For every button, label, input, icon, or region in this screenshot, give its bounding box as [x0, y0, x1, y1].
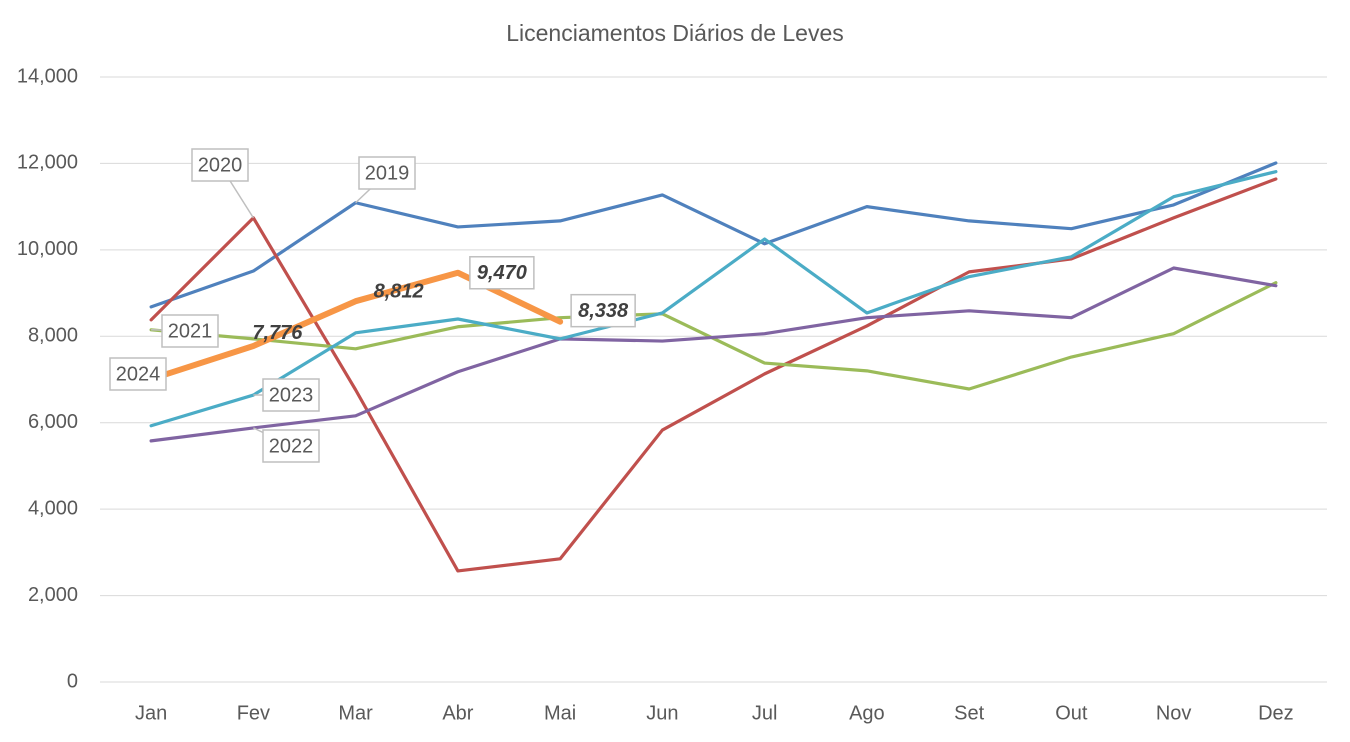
chart-title: Licenciamentos Diários de Leves	[506, 20, 844, 46]
x-tick-label: Abr	[442, 702, 473, 724]
x-tick-label: Nov	[1156, 702, 1192, 724]
data-label: 8,338	[578, 300, 629, 322]
callout-box	[358, 156, 416, 190]
x-tick-label: Mar	[338, 702, 373, 724]
series-line	[149, 170, 1278, 428]
x-tick-label: Ago	[849, 702, 885, 724]
data-label-box	[469, 256, 535, 290]
y-tick-label: 8,000	[28, 325, 78, 347]
y-tick-label: 12,000	[17, 152, 78, 174]
x-tick-label: Set	[954, 702, 984, 724]
y-tick-label: 2,000	[28, 584, 78, 606]
x-tick-label: Jul	[752, 702, 778, 724]
callout-box	[191, 148, 249, 182]
data-label-box	[570, 293, 636, 328]
x-tick-label: Out	[1055, 702, 1088, 724]
series-name-label: 2023	[269, 384, 314, 406]
callout-box	[161, 314, 219, 348]
series-name-label: 2021	[168, 320, 213, 342]
series-line	[149, 161, 1278, 309]
callout-box	[262, 429, 320, 463]
series-name-label: 2022	[269, 435, 314, 457]
y-tick-label: 4,000	[28, 497, 78, 519]
series-line	[149, 177, 1278, 573]
x-tick-label: Fev	[237, 702, 270, 724]
data-label: 7,776	[252, 322, 303, 344]
data-label: 9,470	[477, 262, 527, 284]
x-tick-label: Mai	[544, 702, 576, 724]
series-name-label: 2020	[198, 154, 243, 176]
series-name-label: 2024	[116, 363, 161, 385]
callout-box	[262, 378, 320, 412]
x-tick-label: Jan	[135, 702, 167, 724]
series-name-label: 2019	[365, 162, 410, 184]
y-tick-label: 14,000	[17, 65, 78, 87]
y-tick-label: 6,000	[28, 411, 78, 433]
data-label: 8,812	[374, 280, 424, 302]
y-tick-label: 10,000	[17, 238, 78, 260]
y-tick-label: 0	[67, 670, 78, 692]
callout-box	[109, 357, 167, 391]
x-tick-label: Dez	[1258, 702, 1294, 724]
series-line	[149, 266, 1278, 443]
x-tick-label: Jun	[646, 702, 678, 724]
